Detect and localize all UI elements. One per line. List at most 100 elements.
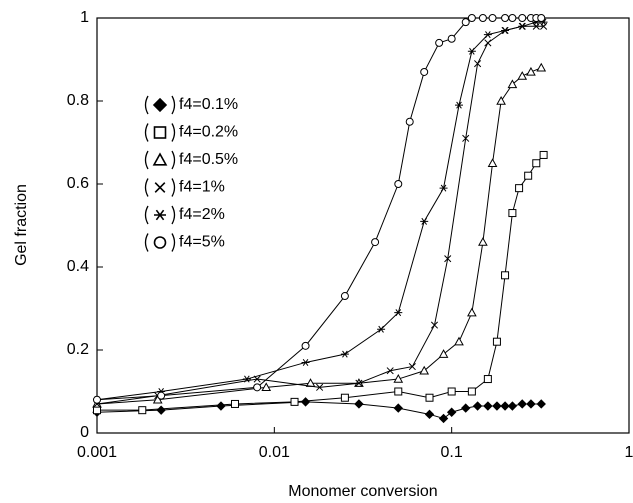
marker xyxy=(340,350,349,358)
marker xyxy=(424,409,435,420)
marker xyxy=(340,292,349,301)
marker xyxy=(447,34,456,43)
marker xyxy=(483,375,492,384)
legend-paren xyxy=(144,150,176,170)
marker xyxy=(532,159,541,168)
legend-label: f4=2% xyxy=(179,206,225,223)
x-tick-label: 0.001 xyxy=(77,444,117,461)
legend-marker xyxy=(152,152,168,166)
legend-paren xyxy=(144,123,176,142)
marker xyxy=(444,255,452,263)
marker xyxy=(446,407,457,417)
marker xyxy=(500,401,510,411)
marker xyxy=(354,399,364,409)
marker xyxy=(301,358,310,366)
marker xyxy=(393,403,403,413)
marker xyxy=(508,209,517,218)
marker xyxy=(420,67,429,76)
marker xyxy=(507,79,518,89)
marker xyxy=(230,399,239,408)
legend-marker xyxy=(152,97,168,113)
marker xyxy=(152,394,163,404)
marker xyxy=(501,271,510,280)
marker xyxy=(462,134,470,142)
marker xyxy=(425,393,434,402)
series-line xyxy=(96,17,542,401)
marker xyxy=(138,406,147,415)
marker xyxy=(394,180,403,188)
marker xyxy=(253,383,262,392)
marker xyxy=(467,307,477,317)
marker xyxy=(496,95,506,105)
legend-marker xyxy=(154,209,166,221)
marker xyxy=(454,336,464,346)
legend-label: f4=5% xyxy=(179,234,225,251)
marker xyxy=(371,238,380,247)
marker xyxy=(478,14,487,22)
y-tick-label: 0.4 xyxy=(67,258,89,275)
plot-frame xyxy=(96,17,630,434)
marker xyxy=(487,158,498,167)
marker xyxy=(467,47,476,55)
marker xyxy=(526,66,536,76)
legend-label: f4=0.1% xyxy=(179,96,238,113)
marker xyxy=(93,395,101,404)
marker xyxy=(518,22,527,30)
series-line xyxy=(96,67,542,405)
marker xyxy=(438,349,449,358)
x-tick-label: 0.1 xyxy=(441,444,463,461)
y-tick-label: 1 xyxy=(80,9,89,26)
legend-paren xyxy=(144,205,176,225)
marker xyxy=(501,14,510,22)
marker xyxy=(393,374,404,383)
y-tick-label: 0.2 xyxy=(67,341,89,358)
marker xyxy=(435,38,444,47)
x-tick-label: 0.01 xyxy=(259,444,290,461)
y-axis-label: Gel fraction xyxy=(13,184,30,266)
marker xyxy=(377,325,386,333)
marker xyxy=(488,14,497,22)
marker xyxy=(536,62,547,72)
marker xyxy=(461,403,471,413)
marker xyxy=(492,337,501,346)
legend-marker xyxy=(154,182,166,193)
marker xyxy=(478,237,488,246)
marker xyxy=(515,184,524,193)
y-tick-label: 0.8 xyxy=(67,92,89,109)
marker xyxy=(340,393,349,402)
marker xyxy=(216,401,226,411)
marker xyxy=(508,14,517,22)
x-tick-label: 1 xyxy=(625,444,633,461)
marker xyxy=(467,14,476,22)
legend-marker xyxy=(153,236,167,249)
legend-marker xyxy=(153,126,167,139)
marker xyxy=(261,382,272,392)
marker xyxy=(419,365,430,375)
marker xyxy=(290,397,299,406)
marker xyxy=(316,383,324,391)
legend-label: f4=0.2% xyxy=(179,124,238,141)
marker xyxy=(242,375,251,383)
marker xyxy=(472,401,483,411)
marker xyxy=(430,321,439,329)
marker xyxy=(539,150,548,159)
marker xyxy=(455,101,464,109)
marker xyxy=(537,14,546,22)
marker xyxy=(355,379,363,387)
marker xyxy=(483,31,492,39)
marker xyxy=(501,26,510,34)
marker xyxy=(467,387,476,396)
marker xyxy=(524,171,533,180)
legend-label: f4=1% xyxy=(179,179,225,196)
marker xyxy=(386,367,394,375)
marker xyxy=(474,60,482,68)
marker xyxy=(517,71,528,80)
marker xyxy=(526,399,536,409)
marker xyxy=(483,401,493,411)
legend-paren xyxy=(144,178,176,197)
marker xyxy=(394,387,403,396)
marker xyxy=(438,413,449,424)
marker xyxy=(405,117,414,126)
marker xyxy=(408,363,416,371)
